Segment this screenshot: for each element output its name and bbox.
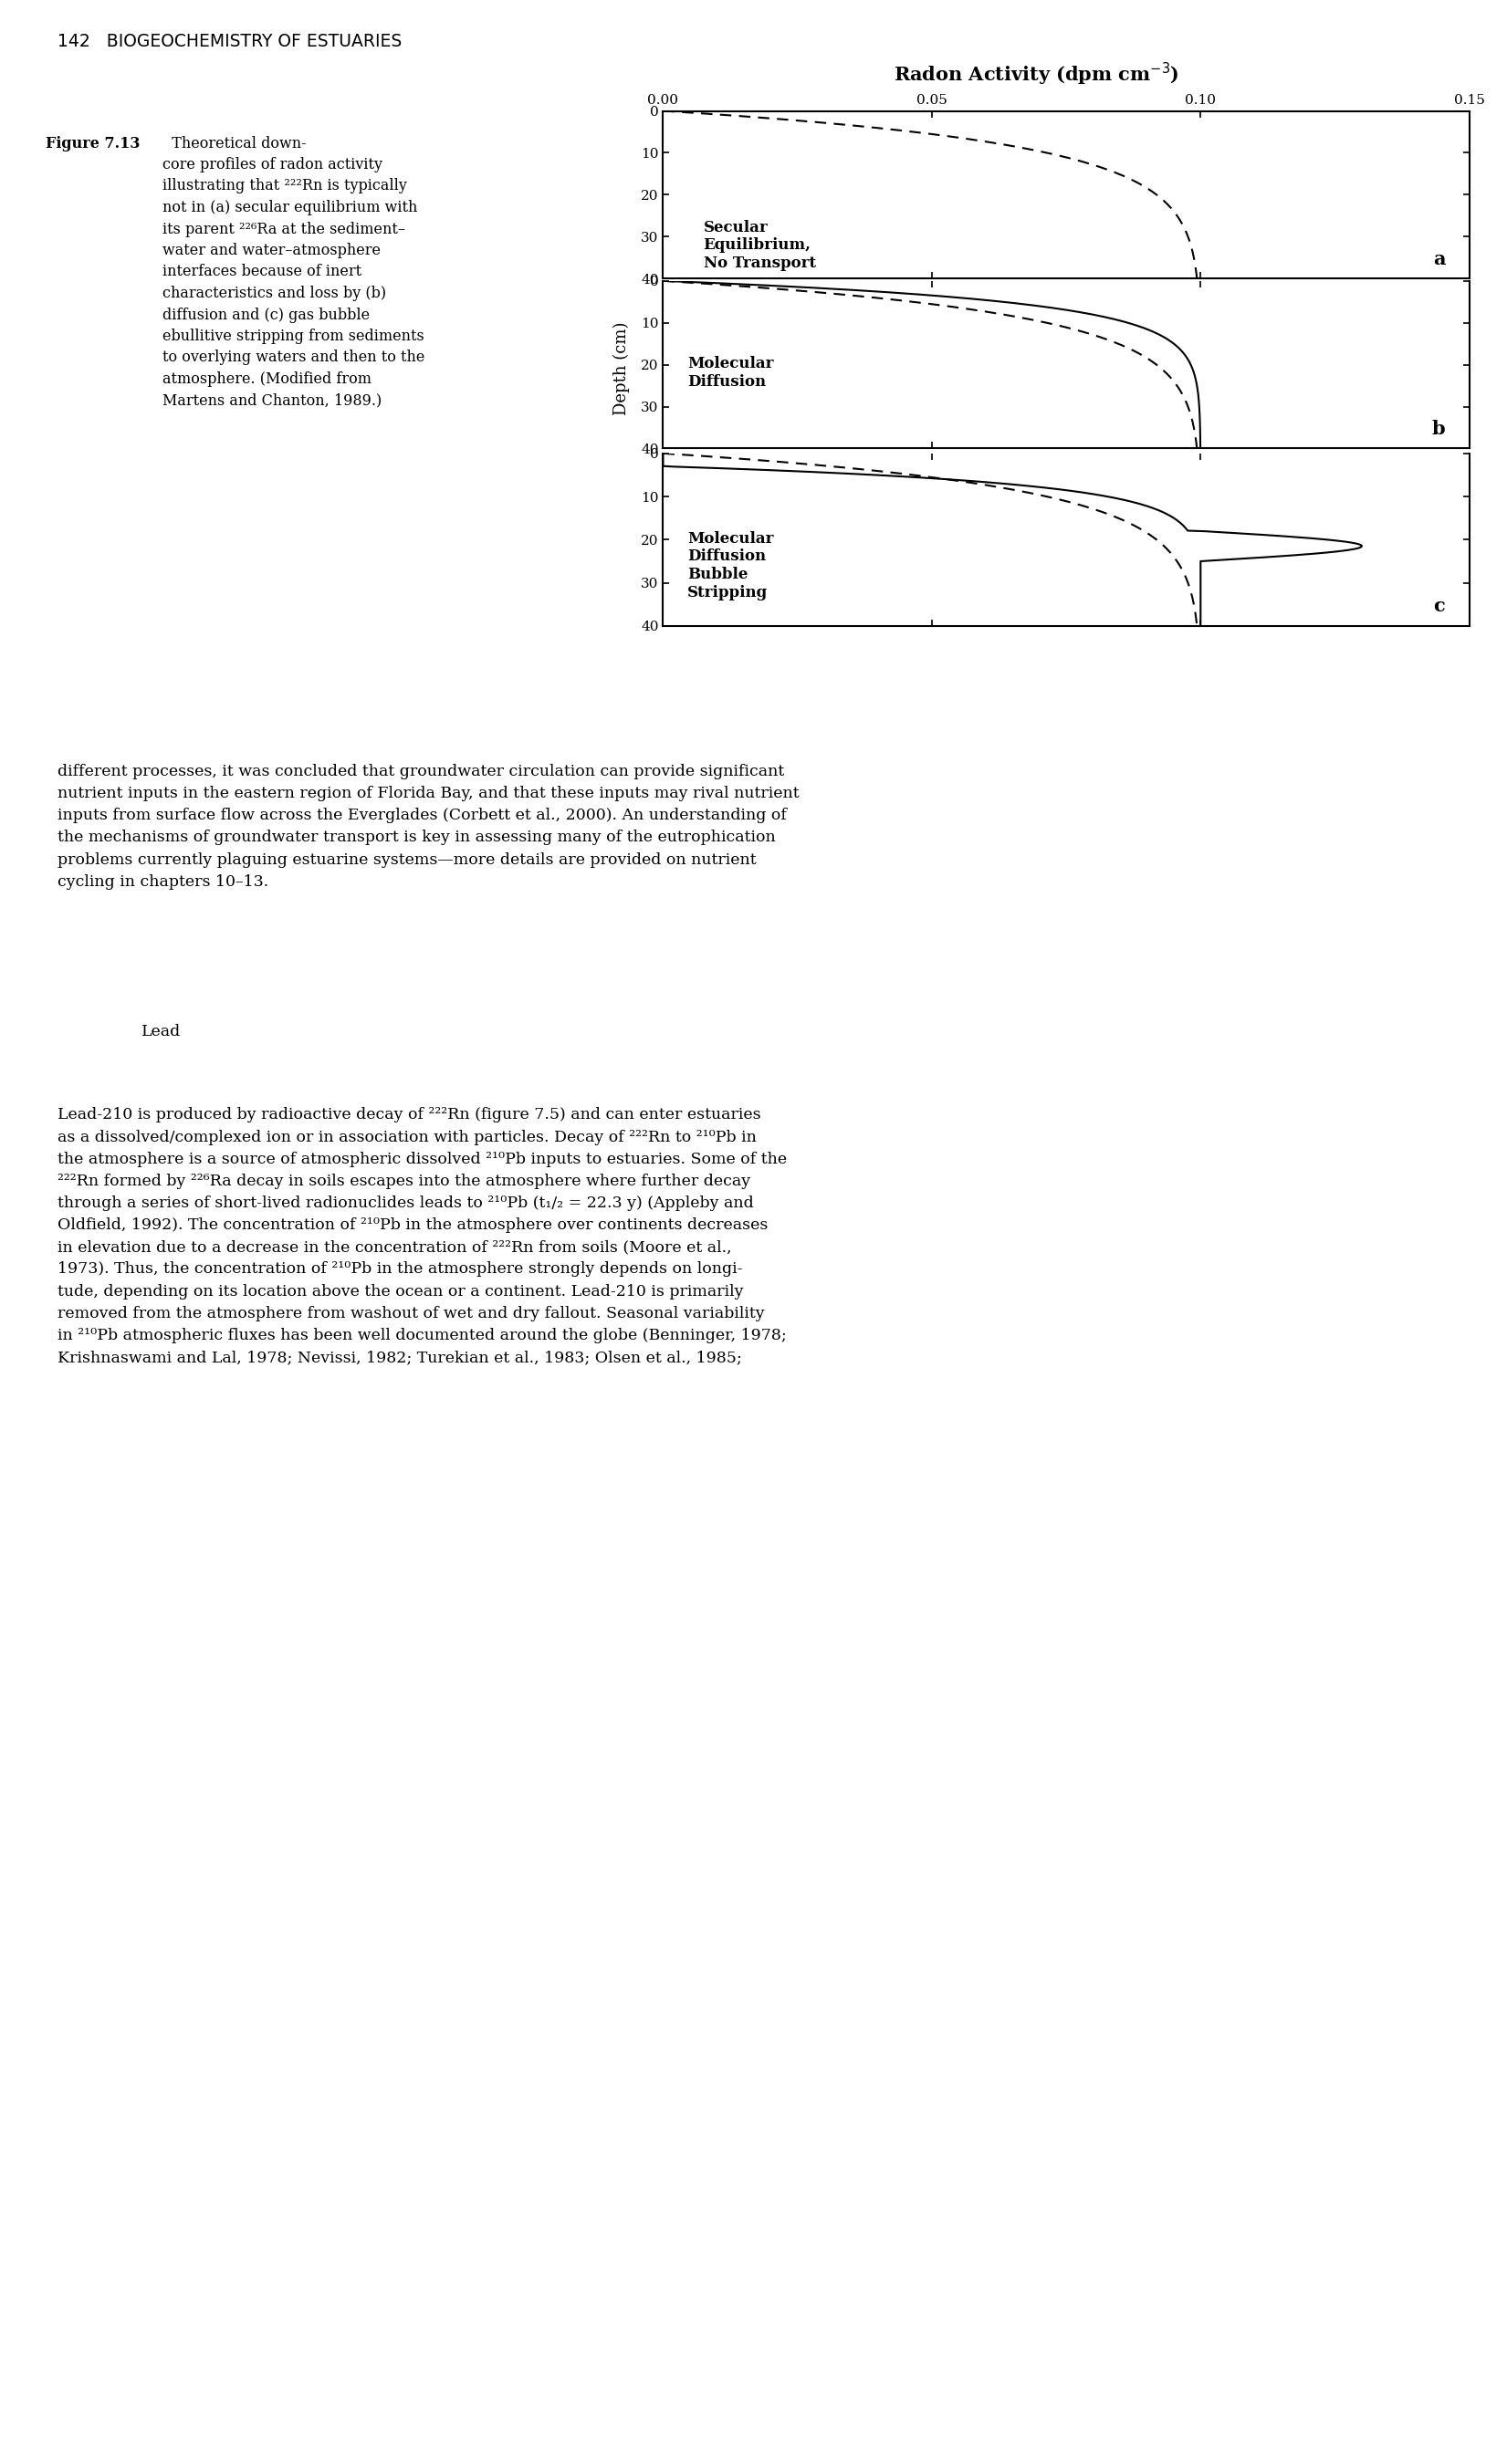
Text: Figure 7.13: Figure 7.13 [45, 136, 140, 150]
Text: c: c [1433, 596, 1445, 616]
Text: 142   BIOGEOCHEMISTRY OF ESTUARIES: 142 BIOGEOCHEMISTRY OF ESTUARIES [57, 32, 401, 52]
Text: Depth (cm): Depth (cm) [613, 323, 630, 414]
Text: Molecular
Diffusion: Molecular Diffusion [687, 357, 773, 389]
Text: a: a [1433, 251, 1445, 269]
Text: Lead-210 is produced by radioactive decay of ²²²Rn (figure 7.5) and can enter es: Lead-210 is produced by radioactive deca… [57, 1106, 787, 1365]
Text: Molecular
Diffusion
Bubble
Stripping: Molecular Diffusion Bubble Stripping [687, 532, 773, 601]
Text: Theoretical down-
core profiles of radon activity
illustrating that ²²²Rn is typ: Theoretical down- core profiles of radon… [163, 136, 425, 409]
Text: Secular
Equilibrium,
No Transport: Secular Equilibrium, No Transport [704, 219, 815, 271]
Text: b: b [1432, 421, 1445, 439]
Text: Radon Activity (dpm cm$^{-3}$): Radon Activity (dpm cm$^{-3}$) [894, 62, 1178, 86]
Text: different processes, it was concluded that groundwater circulation can provide s: different processes, it was concluded th… [57, 764, 799, 890]
Text: Lead: Lead [142, 1023, 181, 1040]
